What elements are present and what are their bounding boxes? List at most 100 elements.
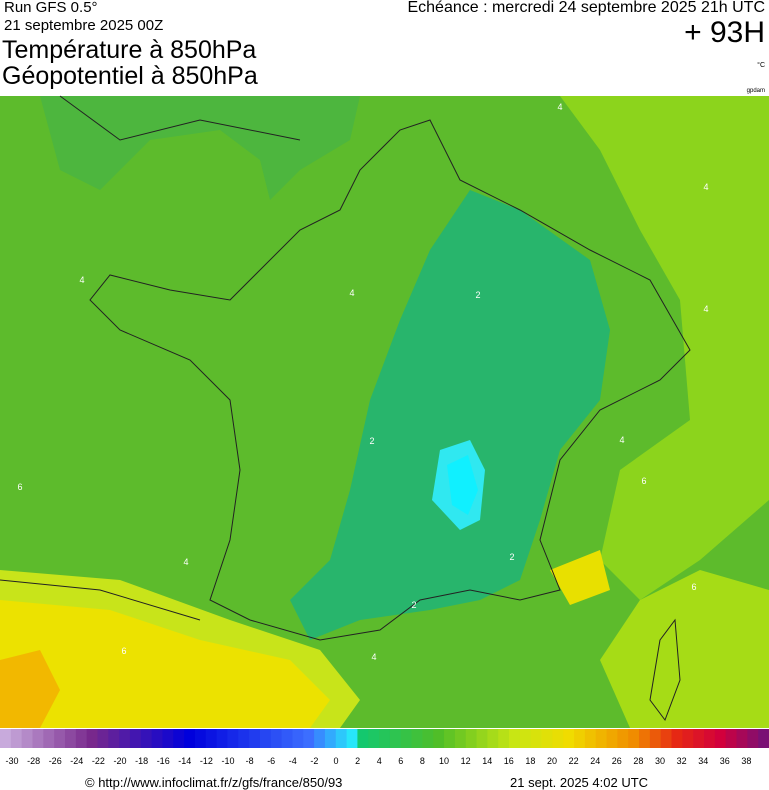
contour-label: 6 — [121, 646, 126, 656]
scale-label: -20 — [113, 756, 126, 766]
color-swatch — [617, 729, 629, 748]
color-swatch — [119, 729, 131, 748]
color-swatch — [97, 729, 109, 748]
color-swatch — [43, 729, 55, 748]
field — [560, 96, 769, 600]
field — [600, 570, 769, 728]
scale-label: -30 — [5, 756, 18, 766]
color-swatch — [270, 729, 283, 748]
scale-label: 12 — [461, 756, 471, 766]
scale-label: 8 — [420, 756, 425, 766]
color-swatch — [747, 729, 759, 748]
run: Run GFS 0.5° — [4, 0, 98, 16]
color-swatch — [725, 729, 738, 748]
color-swatch — [758, 729, 769, 748]
color-swatch — [281, 729, 293, 748]
color-swatch — [530, 729, 543, 748]
scale-label: 32 — [677, 756, 687, 766]
title: Température à 850hPa — [2, 36, 257, 64]
color-swatch — [704, 729, 716, 748]
scale-label: -18 — [135, 756, 148, 766]
scale-label: 10 — [439, 756, 449, 766]
color-swatch — [162, 729, 174, 748]
color-swatch — [509, 729, 521, 748]
field — [40, 96, 360, 200]
color-swatch — [205, 729, 218, 748]
color-swatch — [54, 729, 66, 748]
scale-label: -6 — [267, 756, 275, 766]
color-swatch — [411, 729, 423, 748]
contour-label: 6 — [691, 582, 696, 592]
color-swatch — [86, 729, 98, 748]
field — [290, 190, 610, 640]
color-swatch — [487, 729, 499, 748]
color-swatch — [541, 729, 553, 748]
scale-label: -22 — [92, 756, 105, 766]
contour-label: 4 — [183, 557, 188, 567]
run-date: 21 septembre 2025 00Z — [4, 17, 164, 34]
color-swatch — [249, 729, 261, 748]
scale-label: -16 — [157, 756, 170, 766]
contour-label: 2 — [509, 552, 514, 562]
color-swatch — [552, 729, 564, 748]
unit2: gpdam — [746, 88, 765, 94]
valid-time: Echéance : mercredi 24 septembre 2025 21… — [407, 0, 765, 16]
scale-label: -24 — [70, 756, 83, 766]
color-swatch — [379, 729, 391, 748]
color-swatch — [303, 729, 315, 748]
color-swatch — [519, 729, 532, 748]
color-swatch — [682, 729, 694, 748]
color-swatch — [227, 729, 239, 748]
scale-label: -28 — [27, 756, 40, 766]
field — [0, 600, 330, 728]
scale-label: 0 — [333, 756, 338, 766]
contour-label: 4 — [79, 275, 84, 285]
contour-label: 4 — [349, 288, 354, 298]
field — [447, 455, 478, 515]
color-swatch — [498, 729, 510, 748]
color-swatch — [671, 729, 683, 748]
lead-time: + 93H — [684, 16, 765, 49]
color-swatch — [346, 729, 358, 748]
field — [0, 650, 60, 728]
color-swatch — [368, 729, 380, 748]
contour-label: 4 — [703, 182, 708, 192]
contour-label: 6 — [641, 476, 646, 486]
color-swatch — [649, 729, 662, 748]
color-swatch — [75, 729, 88, 748]
color-swatch — [184, 729, 196, 748]
scale-label: -4 — [289, 756, 297, 766]
scale-label: -8 — [246, 756, 254, 766]
scale-label: 28 — [633, 756, 643, 766]
color-swatch — [639, 729, 651, 748]
scale-label: -10 — [221, 756, 234, 766]
contour-label: 2 — [411, 600, 416, 610]
color-swatch — [444, 729, 456, 748]
color-swatch — [64, 729, 77, 748]
color-swatch — [595, 729, 608, 748]
color-swatch — [422, 729, 434, 748]
scale-label: 38 — [741, 756, 751, 766]
scale-label: 18 — [525, 756, 535, 766]
color-swatch — [714, 729, 727, 748]
scale-label: 16 — [504, 756, 514, 766]
scale-label: 4 — [377, 756, 382, 766]
contour-label: 2 — [475, 290, 480, 300]
scale-label: -2 — [310, 756, 318, 766]
color-swatch — [108, 729, 120, 748]
color-swatch — [660, 729, 673, 748]
color-swatch — [0, 729, 12, 748]
color-swatch — [173, 729, 185, 748]
color-swatch — [140, 729, 153, 748]
scale-label: -26 — [49, 756, 62, 766]
color-swatch — [335, 729, 348, 748]
color-swatch — [216, 729, 228, 748]
color-swatch — [357, 729, 369, 748]
scale-label: 36 — [720, 756, 730, 766]
scale-label: 30 — [655, 756, 665, 766]
color-swatch — [563, 729, 575, 748]
contour-label: 6 — [17, 482, 22, 492]
france-outline — [89, 119, 691, 641]
